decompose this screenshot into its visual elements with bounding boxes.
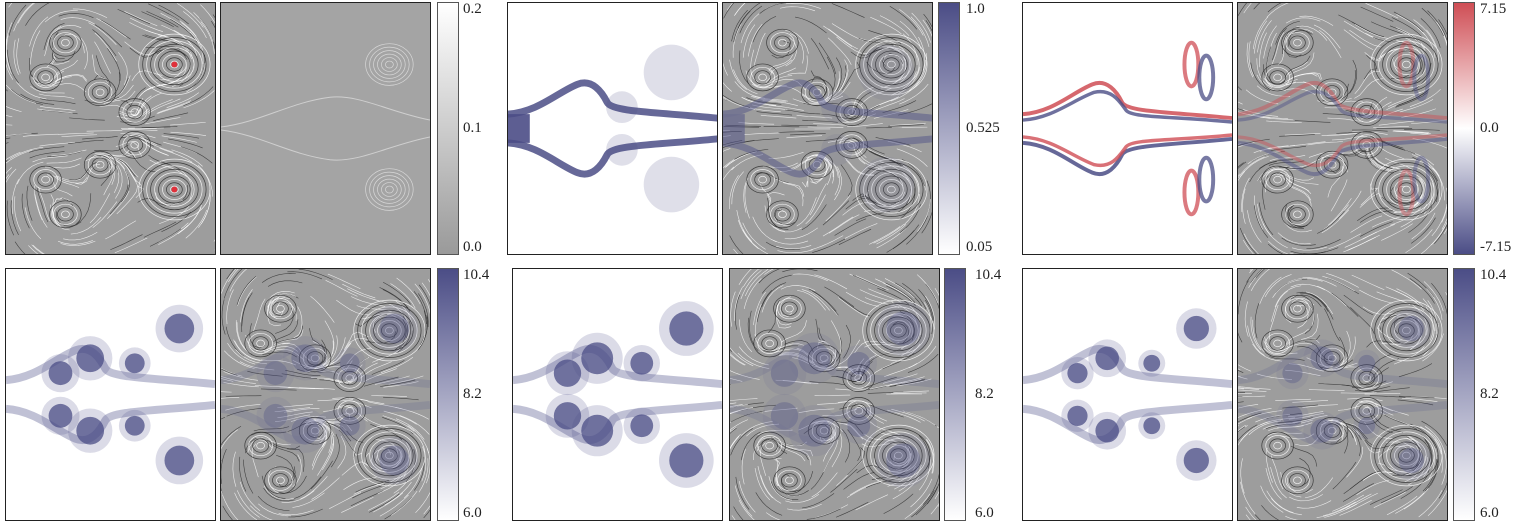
blob-field-image (6, 304, 215, 485)
row2-colorbar-a-max: 10.4 (463, 267, 490, 283)
vortex-core-marker (171, 186, 178, 193)
speed-field-image (221, 3, 430, 254)
blob-field-image (1023, 308, 1232, 481)
blob-lic-panel-b (729, 268, 940, 521)
row2-colorbar-b (944, 268, 966, 521)
density-panel (507, 2, 718, 255)
row2-colorbar-c-max: 10.4 (1480, 267, 1507, 283)
blob-overlay-image (221, 304, 430, 485)
blob-lic-panel-a (220, 268, 431, 521)
vortex-core-marker (171, 61, 178, 68)
row2-colorbar-c-min: 6.0 (1480, 505, 1499, 521)
vorticity-colorbar-max: 7.15 (1480, 1, 1507, 17)
lic-speed-panel (5, 2, 216, 255)
lic-streamline-image (1238, 3, 1447, 254)
vorticity-colorbar (1453, 2, 1475, 255)
density-colorbar-max: 1.0 (966, 1, 985, 17)
speed-colorbar (437, 2, 459, 255)
blob-field-image (513, 301, 722, 488)
blob-overlay-image (1238, 308, 1447, 481)
vorticity-image (1023, 40, 1232, 217)
row2-colorbar-c (1453, 268, 1475, 521)
density-lic-panel (722, 2, 933, 255)
row2-colorbar-b-mid: 8.2 (975, 386, 994, 402)
density-colorbar (938, 2, 960, 255)
blob-field-panel-a (5, 268, 216, 521)
lic-streamline-image (723, 3, 932, 254)
vorticity-colorbar-mid: 0.0 (1480, 120, 1499, 136)
blob-field-panel-c (1022, 268, 1233, 521)
vorticity-overlay-image (1238, 40, 1447, 217)
row2-colorbar-a-mid: 8.2 (463, 386, 482, 402)
blob-lic-panel-c (1237, 268, 1448, 521)
speed-colorbar-max: 0.2 (463, 1, 482, 17)
density-colorbar-mid: 0.525 (966, 120, 1000, 136)
density-overlay-image (723, 44, 932, 213)
row2-colorbar-c-mid: 8.2 (1480, 386, 1499, 402)
row2-colorbar-b-min: 6.0 (975, 505, 994, 521)
vorticity-lic-panel (1237, 2, 1448, 255)
row2-colorbar-a (437, 268, 459, 521)
lic-streamline-image (221, 269, 430, 520)
row2-colorbar-a-min: 6.0 (463, 505, 482, 521)
vorticity-colorbar-min: -7.15 (1480, 239, 1512, 255)
speed-colorbar-mid: 0.1 (463, 120, 482, 136)
density-plume-image (508, 44, 717, 213)
blob-field-panel-b (512, 268, 723, 521)
lic-streamline-image (1238, 269, 1447, 520)
vorticity-panel (1022, 2, 1233, 255)
lic-streamline-image (6, 3, 215, 254)
blob-overlay-image (730, 301, 939, 488)
lic-streamline-image (730, 269, 939, 520)
speed-colorbar-min: 0.0 (463, 239, 482, 255)
speed-field-panel (220, 2, 431, 255)
row2-colorbar-b-max: 10.4 (975, 267, 1002, 283)
density-colorbar-min: 0.05 (966, 239, 993, 255)
